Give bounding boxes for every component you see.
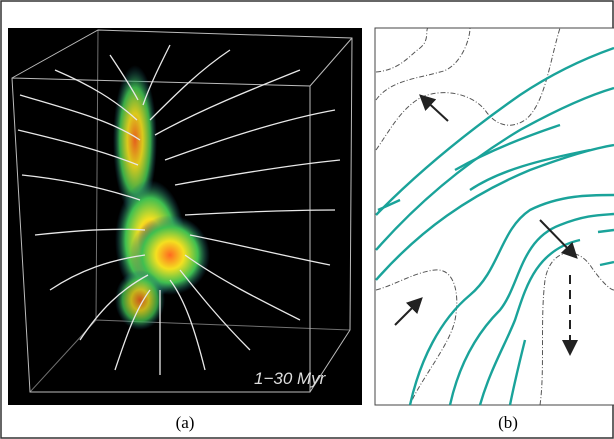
drawing-stroke [189, 234, 331, 266]
drawing-stroke [454, 123, 561, 172]
drawing-stroke [375, 86, 614, 251]
panel-a: 1−30 Myr [8, 28, 362, 405]
drawing-shape [8, 28, 362, 405]
drawing-stroke [49, 254, 146, 291]
drawing-stroke [154, 69, 301, 136]
drawing-stroke [375, 269, 458, 406]
drawing-stroke [375, 27, 429, 73]
drawing-stroke [375, 27, 561, 151]
drawing-stroke [478, 238, 581, 406]
drawing-stroke [508, 339, 527, 406]
drawing-stroke [448, 212, 614, 406]
drawing-stroke [54, 69, 138, 121]
panel-label: (b) [498, 413, 518, 432]
panel-b [374, 27, 614, 406]
drawing-shape [374, 27, 614, 406]
drawing-stroke [79, 274, 149, 341]
drawing-stroke [375, 46, 614, 216]
drawing-stroke [419, 94, 449, 122]
drawing-stroke [184, 254, 301, 321]
drawing-stroke [469, 148, 591, 191]
drawing-stroke [142, 44, 171, 106]
drawing-stroke [109, 54, 139, 101]
panel-annotation: 1−30 Myr [254, 369, 327, 388]
drawing-stroke [597, 228, 614, 234]
drawing-stroke [375, 27, 471, 101]
drawing-stroke [599, 260, 614, 267]
drawing-stroke [394, 297, 423, 326]
drawing-shape [113, 65, 157, 215]
drawing-stroke [17, 129, 139, 166]
drawing-stroke [149, 49, 231, 121]
drawing-stroke [19, 94, 141, 141]
drawing-stroke [34, 228, 146, 236]
drawing-stroke [179, 269, 251, 351]
drawing-stroke [164, 109, 336, 161]
drawing-stroke [114, 289, 151, 371]
drawing-stroke [184, 209, 336, 216]
drawing-stroke [174, 159, 341, 186]
drawing-stroke [539, 219, 578, 259]
drawing-stroke [408, 193, 614, 406]
panel-label: (a) [176, 413, 195, 432]
drawing-stroke [375, 143, 614, 281]
drawing-shape [17, 44, 341, 376]
drawing-stroke [169, 279, 206, 371]
drawing-shape [115, 270, 165, 330]
drawing-stroke [377, 198, 401, 212]
drawing-stroke [21, 174, 141, 201]
